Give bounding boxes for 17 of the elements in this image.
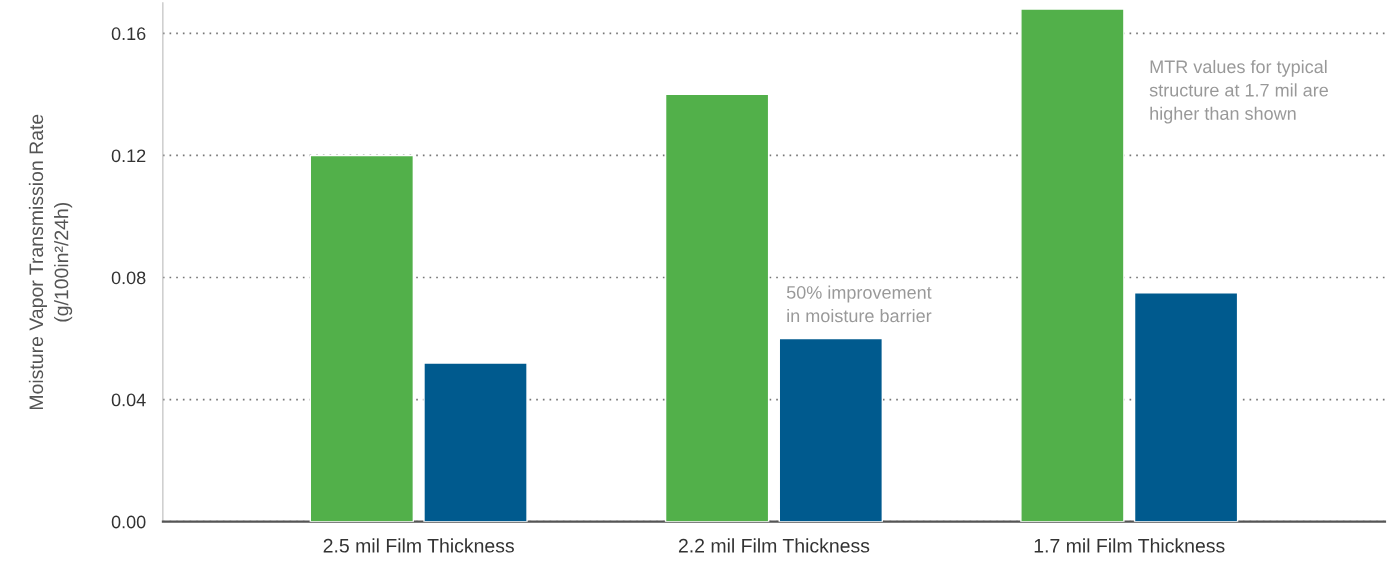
bar: [423, 362, 528, 522]
annotation: MTR values for typical structure at 1.7 mil are higher than shown: [1149, 59, 1328, 124]
y-tick-label: 0.08: [111, 271, 146, 285]
bar: [309, 154, 415, 522]
y-tick-label: 0.12: [111, 149, 146, 163]
y-axis-title: Moisture Vapor Transmission Rate (g/100in²/24h): [28, 114, 73, 410]
bar: [1133, 292, 1239, 522]
bar: [778, 337, 884, 522]
y-tick-label: 0.00: [111, 515, 146, 529]
x-tick-label: 1.7 mil Film Thickness: [1034, 538, 1225, 553]
annotation: 50% improvement in moisture barrier: [786, 285, 932, 323]
bar: [664, 93, 770, 522]
bar: [1020, 8, 1125, 522]
y-tick-label: 0.04: [111, 393, 146, 407]
x-tick-label: 2.5 mil Film Thickness: [323, 538, 514, 553]
y-tick-label: 0.16: [111, 27, 146, 41]
x-tick-label: 2.2 mil Film Thickness: [678, 538, 870, 553]
